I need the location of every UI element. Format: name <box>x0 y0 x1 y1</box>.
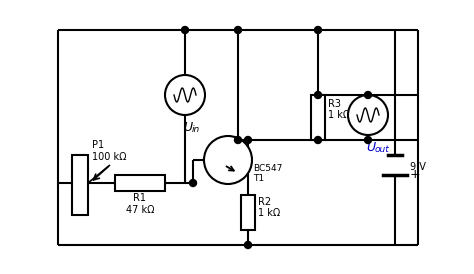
Circle shape <box>365 136 372 144</box>
Circle shape <box>235 136 241 144</box>
Circle shape <box>245 241 252 249</box>
Text: U: U <box>183 121 192 134</box>
Circle shape <box>245 136 252 144</box>
Circle shape <box>315 27 321 33</box>
Circle shape <box>182 27 189 33</box>
Bar <box>115 175 165 191</box>
Text: +: + <box>410 169 420 181</box>
Circle shape <box>315 92 321 98</box>
Text: in: in <box>192 125 200 134</box>
Text: R1
47 kΩ: R1 47 kΩ <box>126 193 154 215</box>
Circle shape <box>190 179 197 187</box>
Circle shape <box>365 92 372 98</box>
Circle shape <box>165 75 205 115</box>
Circle shape <box>315 136 321 144</box>
Text: R2
1 kΩ: R2 1 kΩ <box>258 197 280 218</box>
Circle shape <box>235 27 241 33</box>
Text: U: U <box>366 141 375 154</box>
Bar <box>311 95 325 140</box>
Text: BC547
T1: BC547 T1 <box>253 164 283 183</box>
Bar <box>241 195 255 230</box>
Text: P1
100 kΩ: P1 100 kΩ <box>92 140 127 162</box>
Text: 9 V: 9 V <box>410 162 426 172</box>
Text: out: out <box>375 145 390 154</box>
Circle shape <box>348 95 388 135</box>
Bar <box>72 155 88 215</box>
Circle shape <box>204 136 252 184</box>
Text: R3
1 kΩ: R3 1 kΩ <box>328 99 350 120</box>
